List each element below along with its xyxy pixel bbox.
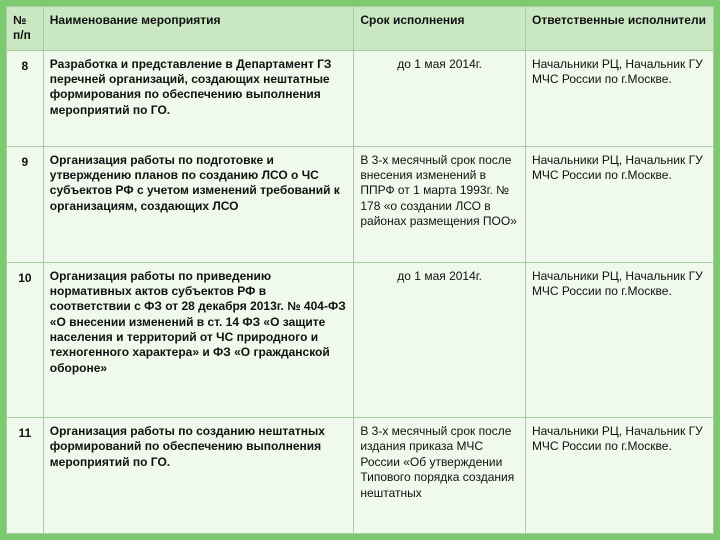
cell-deadline: до 1 мая 2014г. (354, 262, 526, 418)
table-row: 10 Организация работы по приведению норм… (7, 262, 714, 418)
col-header-resp: Ответственные исполнители (525, 7, 713, 51)
cell-num: 9 (7, 146, 44, 262)
table-header-row: № п/п Наименование мероприятия Срок испо… (7, 7, 714, 51)
col-header-num: № п/п (7, 7, 44, 51)
cell-deadline: В 3-х месячный срок после внесения измен… (354, 146, 526, 262)
cell-name: Разработка и представление в Департамент… (43, 50, 354, 146)
table-row: 11 Организация работы по созданию нештат… (7, 418, 714, 534)
col-header-name: Наименование мероприятия (43, 7, 354, 51)
cell-name: Организация работы по подготовке и утвер… (43, 146, 354, 262)
page-outer: № п/п Наименование мероприятия Срок испо… (0, 0, 720, 540)
cell-name: Организация работы по созданию нештатных… (43, 418, 354, 534)
events-table: № п/п Наименование мероприятия Срок испо… (6, 6, 714, 534)
table-row: 9 Организация работы по подготовке и утв… (7, 146, 714, 262)
cell-num: 10 (7, 262, 44, 418)
cell-deadline: до 1 мая 2014г. (354, 50, 526, 146)
cell-name: Организация работы по приведению нормати… (43, 262, 354, 418)
cell-resp: Начальники РЦ, Начальник ГУ МЧС России п… (525, 262, 713, 418)
cell-deadline: В 3-х месячный срок после издания приказ… (354, 418, 526, 534)
cell-num: 8 (7, 50, 44, 146)
cell-resp: Начальники РЦ, Начальник ГУ МЧС России п… (525, 50, 713, 146)
cell-resp: Начальники РЦ, Начальник ГУ МЧС России п… (525, 418, 713, 534)
table-row: 8 Разработка и представление в Департаме… (7, 50, 714, 146)
col-header-deadline: Срок исполнения (354, 7, 526, 51)
cell-num: 11 (7, 418, 44, 534)
cell-resp: Начальники РЦ, Начальник ГУ МЧС России п… (525, 146, 713, 262)
